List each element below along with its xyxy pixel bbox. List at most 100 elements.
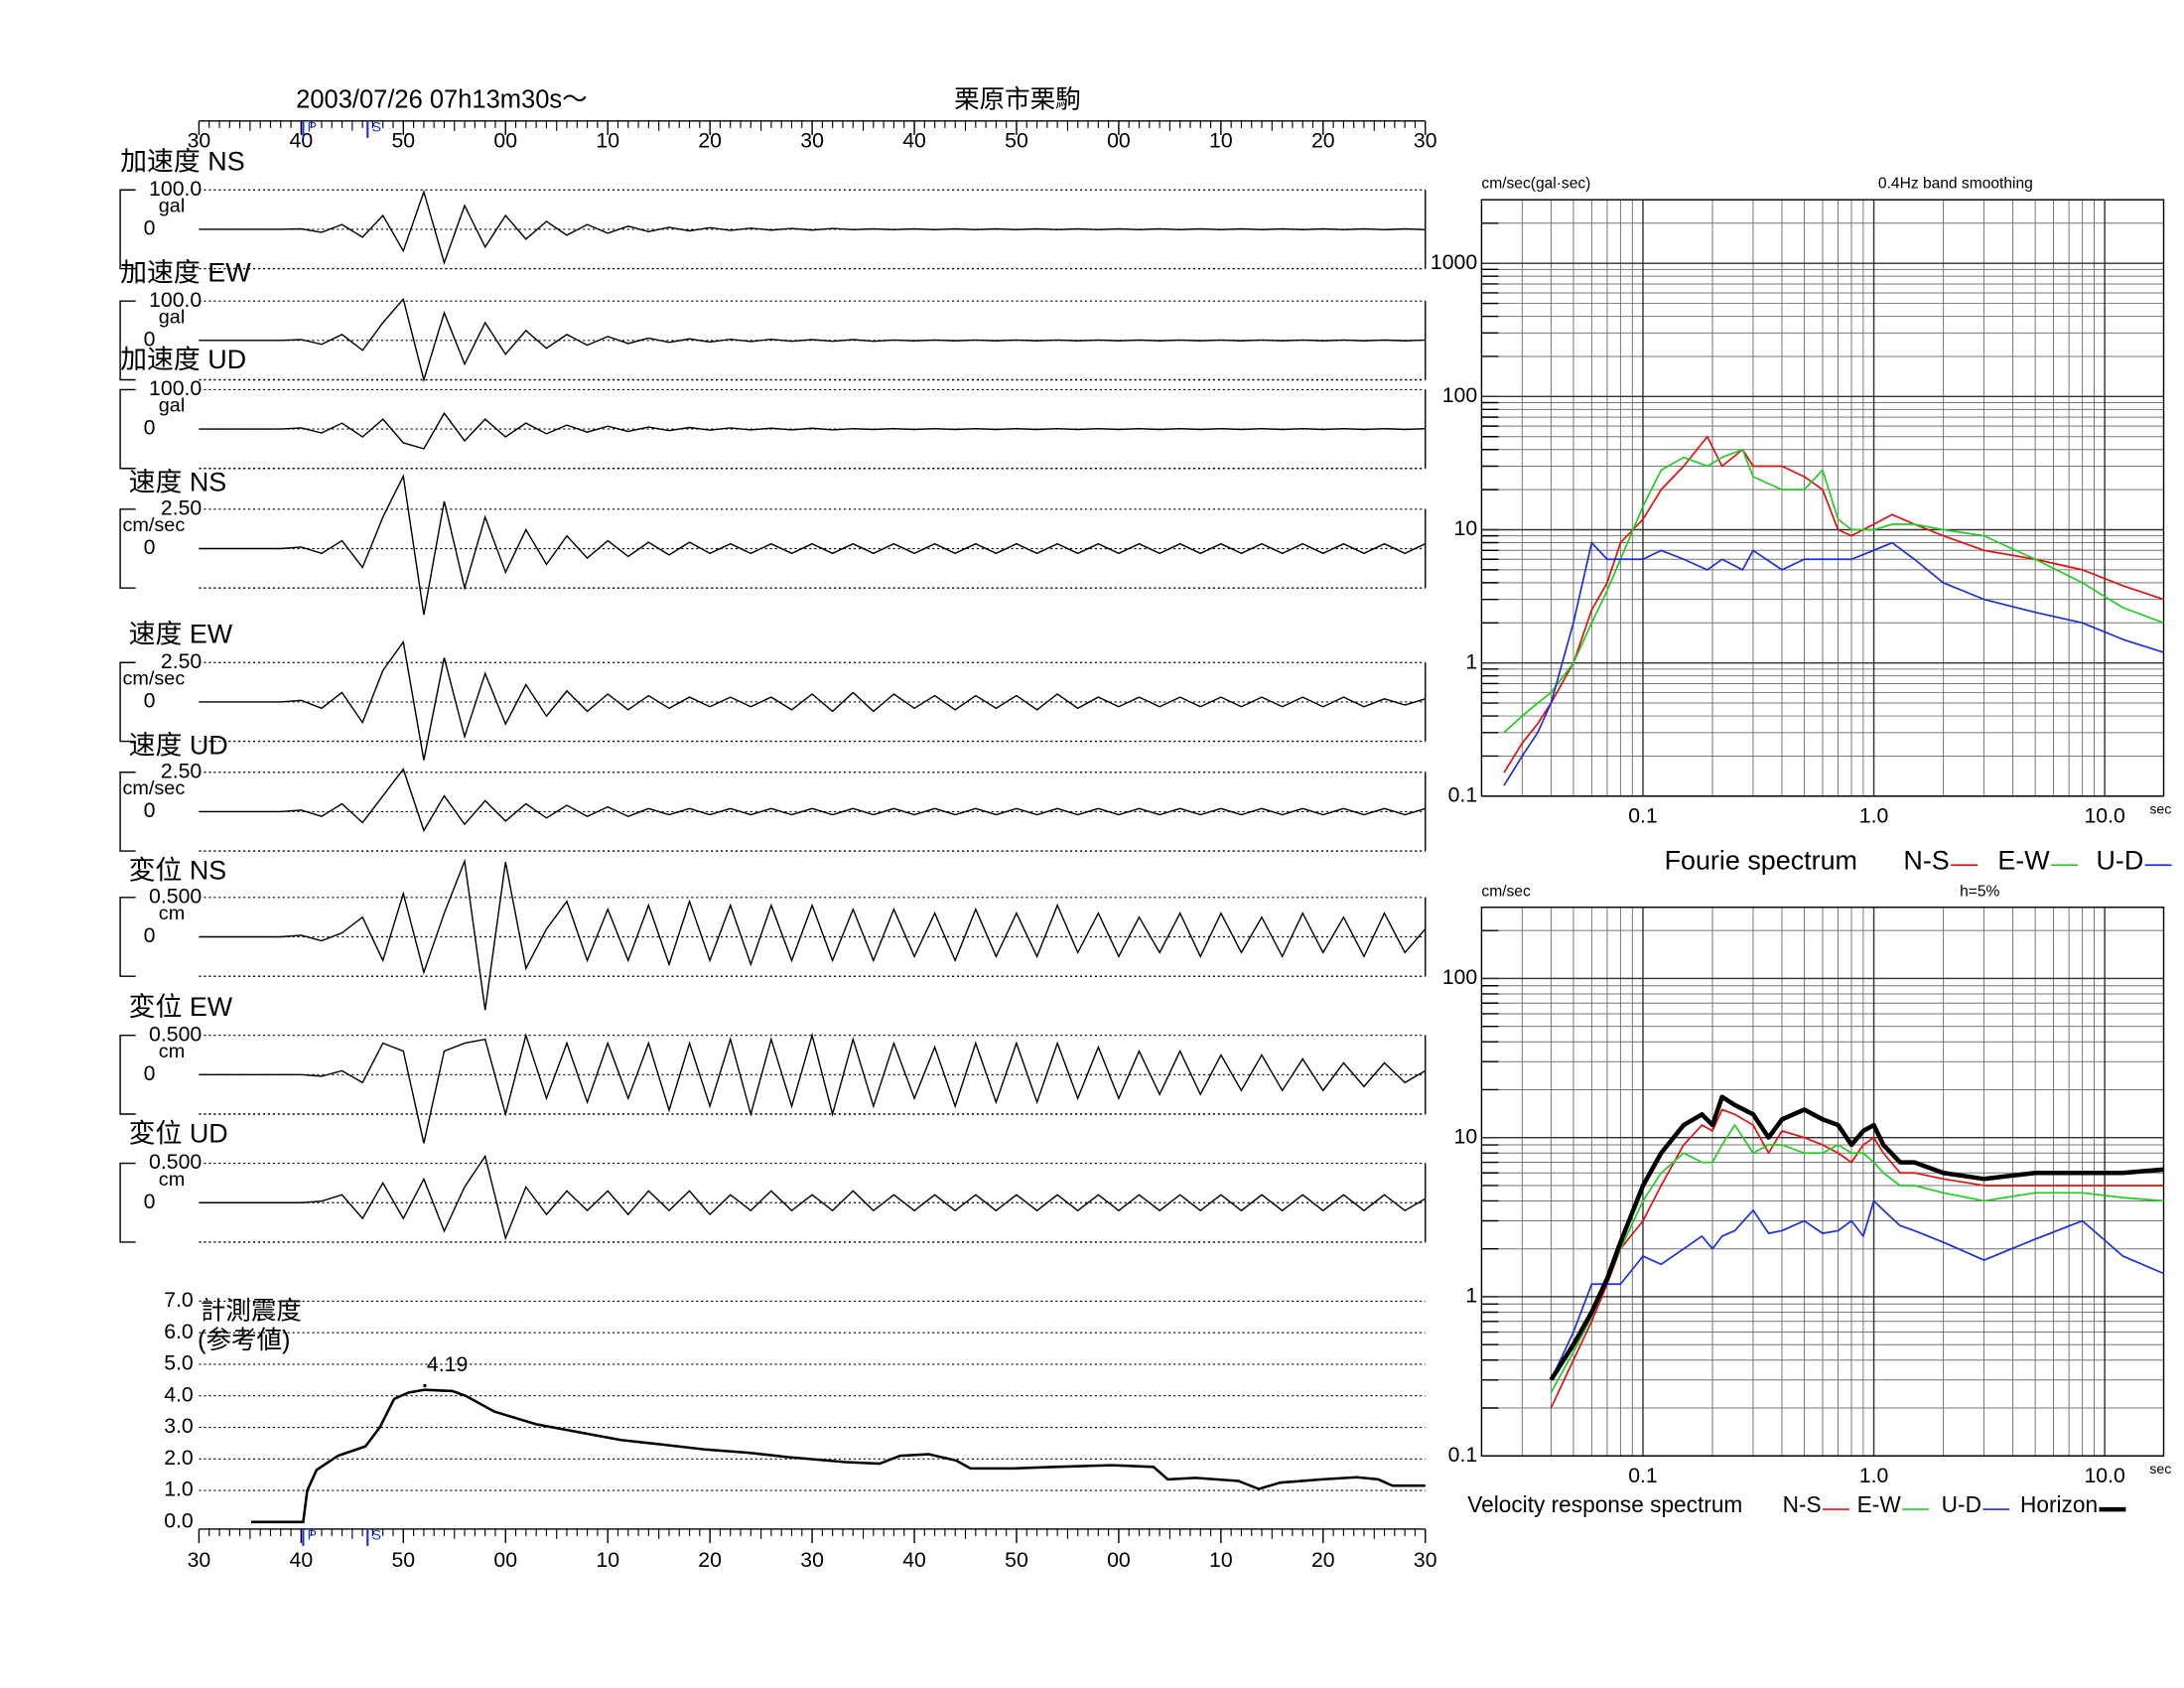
y-tick-label: 0.0 xyxy=(164,1508,194,1532)
panel-scale-label: 0 xyxy=(144,416,156,440)
panel-scale-label: 0.500 xyxy=(149,1150,202,1174)
spectrum-line xyxy=(1549,1094,2164,1381)
panel-label: 変位 NS xyxy=(129,855,227,885)
spectrum-line xyxy=(1503,541,2164,786)
phase-label: S xyxy=(372,120,381,136)
waveform-trace xyxy=(199,1154,1427,1241)
phase-label: P xyxy=(308,1528,317,1544)
intensity-title: 計測震度 xyxy=(201,1297,302,1325)
y-tick-label: 0.1 xyxy=(1448,782,1478,806)
panel-label: 変位 EW xyxy=(129,992,233,1022)
time-tick-label: 10 xyxy=(596,1548,619,1572)
time-tick-label: 00 xyxy=(1107,129,1131,153)
x-tick-label: 0.1 xyxy=(1628,804,1658,828)
time-tick-label: 50 xyxy=(1005,1548,1028,1572)
y-tick-label: 3.0 xyxy=(164,1414,194,1438)
time-tick-label: 20 xyxy=(1311,129,1335,153)
y-axis-unit: cm/sec xyxy=(1481,883,1531,900)
panel-label: 速度 UD xyxy=(129,730,228,760)
spectrum-line xyxy=(1503,448,2164,734)
waveform-trace xyxy=(199,1032,1427,1144)
plot-frame xyxy=(1480,907,2165,1457)
panel-scale-label: 0 xyxy=(144,327,156,351)
time-tick-label: 00 xyxy=(1107,1548,1131,1572)
y-tick-label: 100 xyxy=(1442,965,1477,989)
time-tick-label: 30 xyxy=(1414,129,1437,153)
plot-note: 0.4Hz band smoothing xyxy=(1878,176,2033,193)
panel-bracket xyxy=(119,388,136,470)
y-tick-label: 10 xyxy=(1454,1124,1478,1148)
panel-scale-label: 100.0 xyxy=(149,177,202,201)
spectrum-line xyxy=(1550,1199,2164,1381)
panel-bracket xyxy=(119,661,136,743)
y-tick-label: 1 xyxy=(1465,649,1477,673)
time-tick-label: 00 xyxy=(493,1548,517,1572)
time-tick-label: 40 xyxy=(902,1548,926,1572)
panel-label: 速度 NS xyxy=(129,467,227,496)
spectrum-line xyxy=(1503,435,2164,774)
panel-unit: cm/sec xyxy=(122,667,185,689)
time-tick-label: 20 xyxy=(1311,1548,1335,1572)
panel-label: 加速度 EW xyxy=(120,257,251,287)
time-tick-label: 50 xyxy=(391,129,415,153)
legend-label: U-D xyxy=(1942,1491,1981,1517)
waveform-trace xyxy=(199,858,1427,1011)
panel-label: 変位 UD xyxy=(129,1118,228,1148)
time-tick-label: 30 xyxy=(188,129,211,153)
panel-scale-label: 0 xyxy=(144,216,156,240)
panel-bracket xyxy=(119,897,136,977)
x-tick-label: 10.0 xyxy=(2084,1464,2124,1487)
time-tick-label: 30 xyxy=(188,1548,211,1572)
panel-scale-label: 100.0 xyxy=(149,376,202,400)
panel-scale-label: 0 xyxy=(144,923,156,947)
panel-unit: gal xyxy=(159,395,185,417)
spectrum-line xyxy=(1550,1124,2164,1393)
legend-label: N-S xyxy=(1783,1491,1822,1517)
y-tick-label: 0.1 xyxy=(1448,1443,1478,1467)
panel-scale-label: 2.50 xyxy=(161,649,202,673)
panel-label: 加速度 NS xyxy=(120,146,245,176)
panel-bracket xyxy=(119,300,136,381)
panel-scale-label: 0 xyxy=(144,689,156,713)
intensity-subtitle: (参考値) xyxy=(198,1327,290,1354)
y-tick-label: 2.0 xyxy=(164,1446,194,1470)
panel-scale-label: 2.50 xyxy=(161,495,202,519)
spectrum-caption: Velocity response spectrum xyxy=(1467,1491,1742,1517)
panel-unit: gal xyxy=(159,195,185,216)
plot-note: h=5% xyxy=(1960,883,1999,900)
x-tick-label: 1.0 xyxy=(1859,1464,1889,1487)
time-tick-label: 40 xyxy=(290,129,314,153)
y-tick-label: 10 xyxy=(1454,516,1478,540)
y-tick-label: 4.0 xyxy=(164,1382,194,1406)
panel-label: 加速度 UD xyxy=(120,345,246,374)
panel-unit: gal xyxy=(159,306,185,328)
panel-unit: cm xyxy=(159,1041,185,1062)
x-tick-label: 1.0 xyxy=(1859,804,1889,828)
legend-label: E-W xyxy=(1997,846,2050,876)
panel-scale-label: 0.500 xyxy=(149,1022,202,1046)
phase-label: S xyxy=(372,1528,381,1544)
y-axis-unit: cm/sec(gal·sec) xyxy=(1481,176,1590,193)
panel-unit: cm/sec xyxy=(122,514,185,536)
y-tick-label: 6.0 xyxy=(164,1320,194,1343)
intensity-line xyxy=(250,1388,1426,1524)
panel-scale-label: 0 xyxy=(144,1061,156,1085)
plot-frame xyxy=(1480,199,2165,797)
waveform-trace xyxy=(199,297,1426,383)
panel-scale-label: 0.500 xyxy=(149,884,202,908)
time-tick-label: 10 xyxy=(1209,129,1233,153)
y-tick-label: 1 xyxy=(1465,1284,1477,1308)
waveform-trace xyxy=(199,189,1426,265)
peak-label: 4.19 xyxy=(427,1352,468,1376)
panel-bracket xyxy=(119,508,136,589)
y-tick-label: 5.0 xyxy=(164,1351,194,1375)
time-tick-label: 20 xyxy=(698,129,722,153)
legend-label: N-S xyxy=(1903,846,1949,876)
panel-unit: cm xyxy=(159,1169,185,1191)
y-tick-label: 100 xyxy=(1442,383,1477,407)
panel-bracket xyxy=(119,1034,136,1115)
time-tick-label: 10 xyxy=(596,129,619,153)
panel-scale-label: 0 xyxy=(144,798,156,822)
waveform-trace xyxy=(199,768,1426,833)
station-name: 栗原市栗駒 xyxy=(954,86,1081,114)
